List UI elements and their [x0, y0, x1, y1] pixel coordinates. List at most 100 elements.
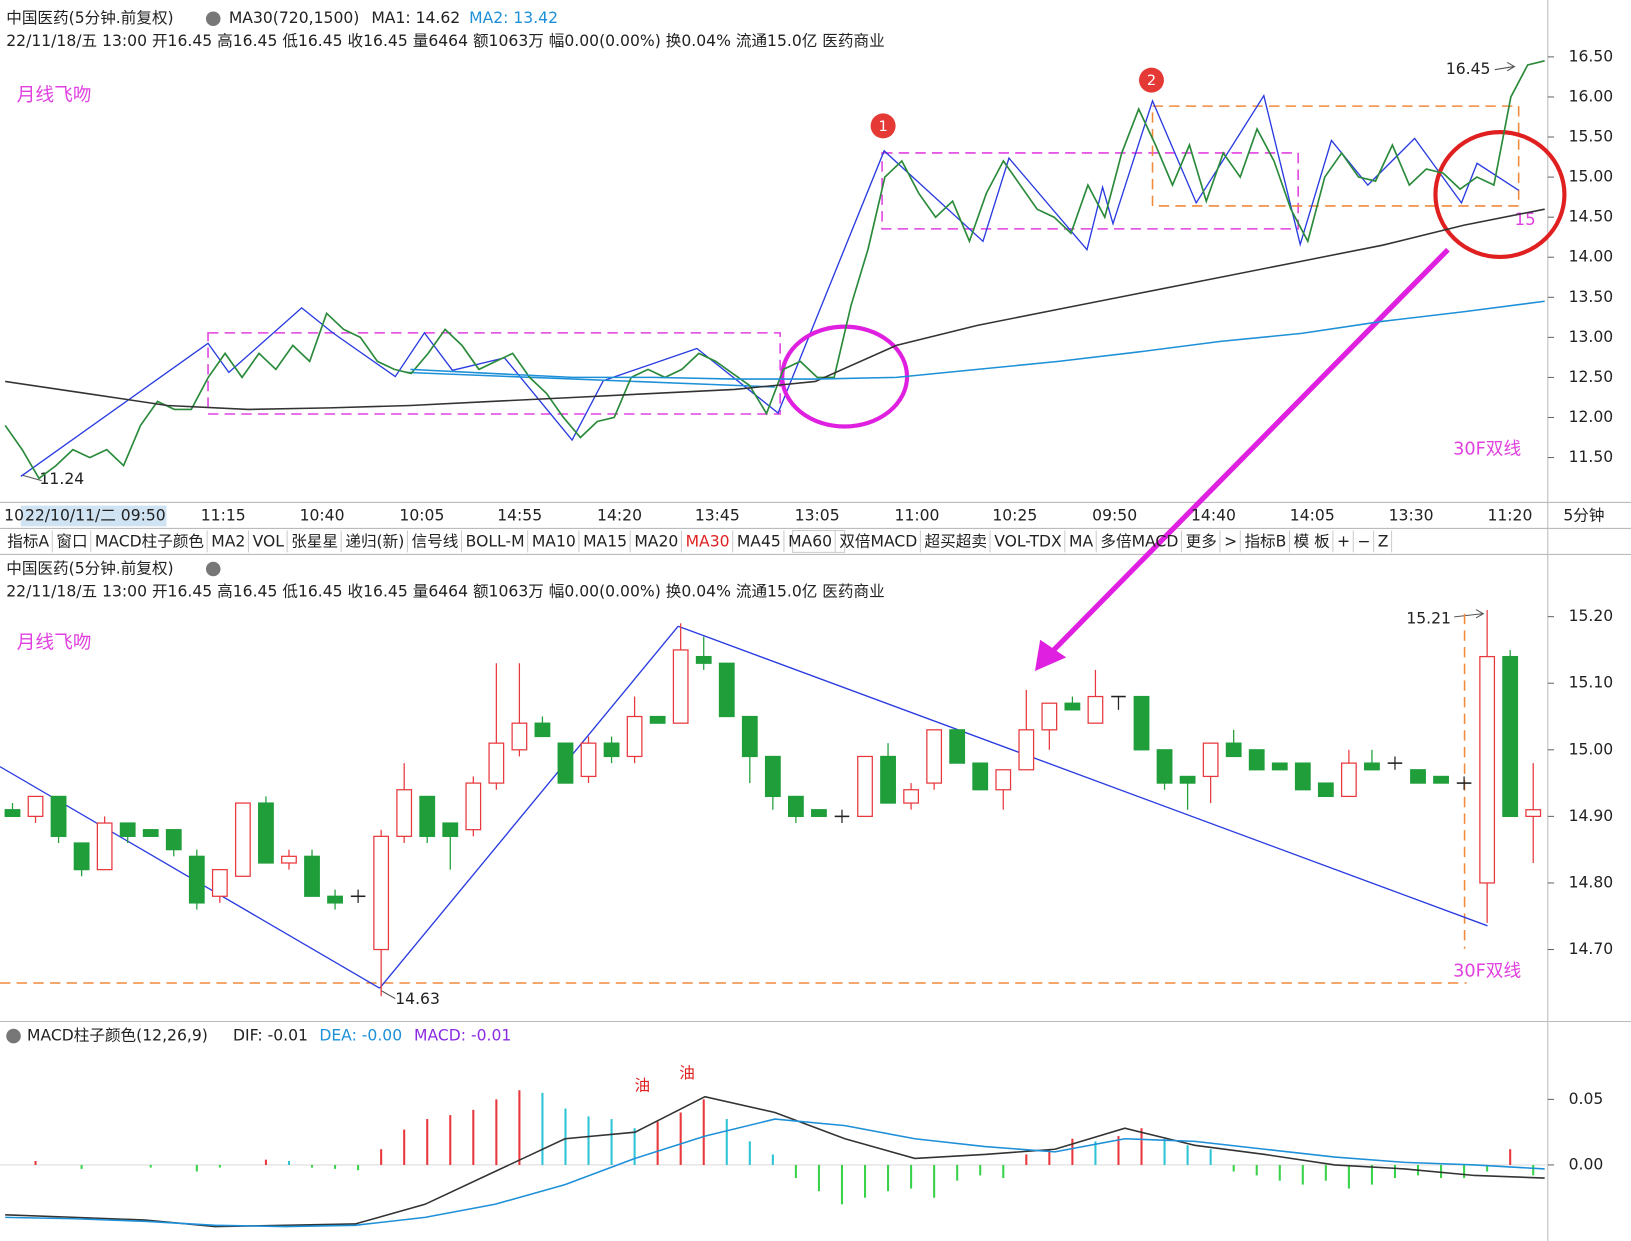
- y-tick-label: 0.00: [1569, 1155, 1604, 1173]
- time-label: 13:30: [1389, 506, 1434, 524]
- toolbar-button[interactable]: MA15: [583, 532, 627, 550]
- time-label: 14:55: [497, 506, 542, 524]
- time-label: 13:05: [795, 506, 840, 524]
- icon: [205, 11, 221, 27]
- candle-body: [534, 722, 551, 738]
- candle-body: [557, 742, 574, 784]
- candle-body: [119, 822, 136, 837]
- toolbar-button[interactable]: MA10: [532, 532, 576, 550]
- candle-body: [327, 895, 343, 904]
- time-label: 22/10/11/二 09:50: [25, 506, 166, 524]
- candle-body: [1179, 775, 1196, 784]
- candle-body: [1018, 729, 1035, 771]
- line: [5, 1118, 1545, 1228]
- toolbar-button[interactable]: MA: [1069, 532, 1093, 550]
- toolbar-button[interactable]: MA20: [634, 532, 678, 550]
- y-tick-label: 15.10: [1569, 674, 1614, 692]
- ma-label: MA30(720,1500): [229, 9, 360, 27]
- toolbar-button[interactable]: >: [1224, 532, 1237, 550]
- info: 22/11/18/五 13:00 开16.45 高16.45 低16.45 收1…: [6, 32, 884, 50]
- active-tab: [792, 529, 846, 553]
- candle-body: [603, 742, 620, 758]
- candle-body: [1294, 762, 1311, 791]
- badge: [1138, 67, 1164, 93]
- toolbar-button[interactable]: MA30: [686, 532, 730, 550]
- candle-body: [27, 795, 44, 818]
- candle-body: [142, 829, 159, 837]
- toolbar-button[interactable]: −: [1357, 532, 1370, 550]
- y-tick-label: 15.00: [1569, 168, 1614, 186]
- annotation: 30F双线: [1453, 438, 1521, 459]
- toolbar-button[interactable]: BOLL-M: [466, 532, 525, 550]
- badge: [870, 113, 896, 139]
- toolbar-button[interactable]: 指标B: [1244, 532, 1286, 550]
- candle-body: [903, 789, 920, 804]
- toolbar-button[interactable]: MA60: [788, 532, 832, 550]
- time-label: 13:45: [695, 506, 740, 524]
- toolbar-button[interactable]: 信号线: [412, 532, 459, 550]
- title: 中国医药(5分钟.前复权): [6, 9, 173, 27]
- time-label: 10: [4, 506, 24, 524]
- line: [4, 60, 1545, 480]
- icon: [205, 561, 221, 577]
- candle-body: [396, 789, 413, 837]
- toolbar-button[interactable]: 模 板: [1294, 532, 1331, 550]
- candle-body: [1502, 655, 1519, 818]
- badge-text: 2: [1147, 72, 1156, 89]
- candle-body: [165, 829, 182, 851]
- candle-body: [1364, 762, 1380, 771]
- y-tick-label: 14.70: [1569, 940, 1614, 958]
- toolbar-button[interactable]: 超买超卖: [925, 532, 987, 550]
- y-tick-label: 0.05: [1569, 1090, 1604, 1108]
- candle-body: [1248, 749, 1265, 771]
- candle-body: [811, 809, 827, 818]
- toolbar-button[interactable]: MA45: [737, 532, 781, 550]
- dif-label: DIF: -0.01: [233, 1027, 308, 1045]
- macd-label: MACD: -0.01: [414, 1027, 511, 1045]
- candle-body: [1087, 695, 1104, 724]
- toolbar-button[interactable]: MACD柱子颜色: [95, 532, 205, 550]
- y-tick-label: 15.00: [1569, 740, 1614, 758]
- toolbar-button[interactable]: 双倍MACD: [839, 532, 917, 550]
- toolbar-button[interactable]: MA2: [211, 532, 245, 550]
- time-label: 11:20: [1487, 506, 1532, 524]
- y-tick-label: 14.00: [1569, 248, 1614, 266]
- candle-body: [4, 809, 21, 818]
- annotation: 月线飞吻: [17, 85, 92, 106]
- candle-body: [442, 822, 459, 837]
- annotation: 11.24: [40, 470, 85, 488]
- time-label: 10:25: [992, 506, 1037, 524]
- toolbar-button[interactable]: 更多: [1186, 532, 1217, 550]
- toolbar-button[interactable]: VOL-TDX: [994, 532, 1062, 550]
- toolbar-button[interactable]: 张星星: [291, 532, 338, 550]
- time-label: 11:15: [201, 506, 246, 524]
- candle-body: [1271, 762, 1288, 771]
- candle-body: [1225, 742, 1242, 758]
- candle-body: [672, 649, 689, 724]
- annotation: 15.21: [1406, 609, 1451, 627]
- drawings: [20, 61, 1567, 671]
- candle-body: [50, 795, 67, 837]
- y-tick-label: 12.50: [1569, 368, 1614, 386]
- y-tick-label: 16.50: [1569, 47, 1614, 65]
- time-label: 14:05: [1290, 506, 1335, 524]
- y-tick-label: 15.20: [1569, 607, 1614, 625]
- toolbar-button[interactable]: 窗口: [56, 532, 87, 550]
- candle-body: [995, 769, 1012, 791]
- y-tick-label: 11.50: [1569, 448, 1614, 466]
- toolbar-button[interactable]: 指标A: [7, 532, 49, 550]
- candle-body: [304, 855, 320, 897]
- candle-body: [1064, 702, 1081, 711]
- time-label: 14:20: [597, 506, 642, 524]
- candle-body: [764, 755, 781, 798]
- toolbar-button[interactable]: +: [1337, 532, 1350, 550]
- candle-body: [626, 715, 643, 758]
- toolbar-button[interactable]: Z: [1378, 532, 1389, 550]
- time-label: 14:40: [1191, 506, 1236, 524]
- toolbar-button[interactable]: 多倍MACD: [1100, 532, 1178, 550]
- candle-body: [511, 722, 528, 751]
- y-tick-label: 14.50: [1569, 208, 1614, 226]
- toolbar-button[interactable]: 递归(新): [345, 532, 404, 550]
- toolbar-button[interactable]: VOL: [253, 532, 285, 550]
